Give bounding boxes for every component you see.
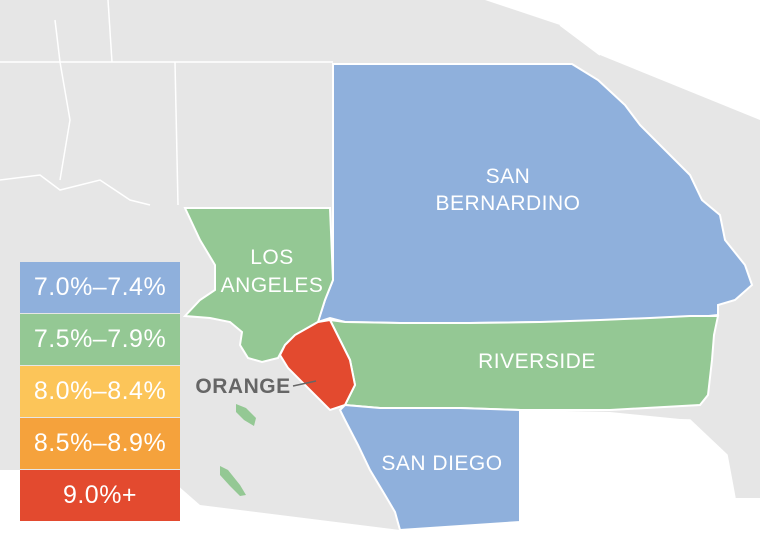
- legend-item-9-0: 9.0%+: [20, 470, 180, 521]
- legend-label: 9.0%+: [62, 481, 138, 509]
- legend-label: 7.5%–7.9%: [33, 325, 167, 353]
- legend-item-7-0: 7.0%–7.4%: [20, 262, 180, 313]
- island-catalina: [236, 404, 256, 426]
- county-san-diego[interactable]: [338, 403, 521, 532]
- legend: 7.0%–7.4% 7.5%–7.9% 8.0%–8.4% 8.5%–8.9% …: [20, 262, 180, 522]
- label-riverside: RIVERSIDE: [478, 350, 596, 373]
- county-orange[interactable]: [278, 318, 357, 412]
- legend-item-7-5: 7.5%–7.9%: [20, 314, 180, 365]
- county-los-angeles[interactable]: [182, 207, 335, 364]
- legend-item-8-0: 8.0%–8.4%: [20, 366, 180, 417]
- legend-label: 8.0%–8.4%: [33, 377, 167, 405]
- legend-label: 8.5%–8.9%: [33, 429, 167, 457]
- label-orange: ORANGE: [195, 375, 290, 398]
- label-san-diego: SAN DIEGO: [381, 452, 502, 475]
- county-san-bernardino[interactable]: [316, 63, 754, 324]
- background-borders: [0, 0, 735, 498]
- label-los-angeles-line2: ANGELES: [221, 274, 324, 297]
- island-san-clemente: [220, 466, 246, 496]
- legend-label: 7.0%–7.4%: [33, 273, 167, 301]
- orange-leader-line: [292, 380, 317, 387]
- label-san-bernardino-line2: BERNARDINO: [435, 192, 580, 215]
- label-san-bernardino-line1: SAN: [486, 165, 531, 188]
- label-los-angeles-line1: LOS: [250, 246, 294, 269]
- legend-item-8-5: 8.5%–8.9%: [20, 418, 180, 469]
